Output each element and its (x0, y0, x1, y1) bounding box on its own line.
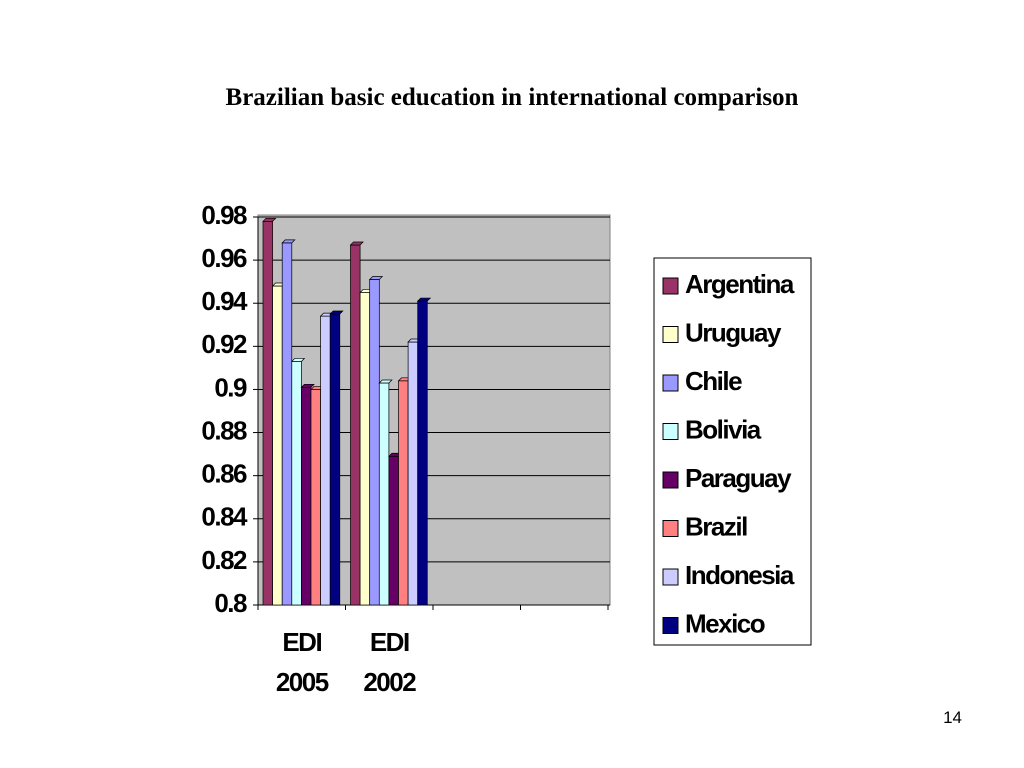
legend-label: Paraguay (685, 463, 792, 493)
legend (653, 257, 812, 646)
bar (320, 315, 331, 606)
bar-top (349, 241, 364, 246)
bar (407, 341, 419, 606)
y-tick-label: 0.9 (214, 372, 247, 402)
y-tick-label: 0.94 (201, 286, 248, 316)
y-tick-label: 0.96 (201, 243, 247, 273)
y-tick-label: 0.92 (201, 329, 247, 359)
legend-label: Uruguay (685, 317, 782, 347)
bar (291, 361, 302, 606)
bar (398, 380, 409, 606)
bar-top (368, 276, 384, 280)
x-tick-label: EDI 2005 (275, 627, 329, 697)
legend-label: Mexico (685, 608, 765, 638)
legend-swatch (662, 326, 679, 343)
legend-label: Chile (685, 366, 742, 396)
bar-top (378, 379, 393, 384)
y-tick-label: 0.82 (201, 545, 247, 575)
legend-swatch (662, 471, 679, 489)
bar (262, 220, 273, 606)
bar (281, 242, 293, 606)
legend-swatch (662, 277, 679, 295)
y-tick-label: 0.84 (201, 502, 248, 532)
chart-title: Brazilian basic education in internation… (225, 84, 799, 111)
legend-swatch (662, 568, 679, 586)
y-tick-label: 0.88 (201, 415, 247, 445)
legend-swatch (662, 374, 679, 392)
legend-label: Brazil (685, 511, 747, 541)
y-tick-label: 0.98 (201, 200, 247, 230)
legend-swatch (662, 617, 679, 634)
bar-top (416, 297, 432, 302)
y-tick-label: 0.86 (201, 459, 247, 489)
bar-top (290, 358, 306, 362)
legend-label: Bolivia (685, 414, 762, 444)
y-tick-label: 0.8 (214, 588, 247, 618)
legend-label: Argentina (685, 269, 795, 299)
bar (310, 389, 321, 606)
bar (329, 313, 341, 606)
bar-top (262, 217, 277, 222)
page-number: 14 (943, 708, 962, 727)
legend-swatch (662, 520, 679, 537)
legend-label: Indonesia (685, 560, 795, 590)
bar (369, 279, 380, 606)
bar (350, 244, 361, 606)
legend-swatch (662, 423, 679, 440)
bar (417, 300, 428, 606)
bar (378, 382, 390, 606)
bar (388, 455, 399, 606)
bar (359, 292, 371, 606)
bar (301, 386, 312, 606)
bar-top (281, 239, 296, 244)
bar-top (329, 310, 344, 315)
x-tick-label: EDI 2002 (363, 627, 416, 697)
bar-top (300, 383, 315, 388)
bar (272, 285, 283, 606)
